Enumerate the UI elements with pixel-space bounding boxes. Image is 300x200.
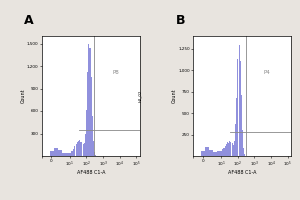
Bar <box>243 148 244 156</box>
Text: H2_02: H2_02 <box>138 90 142 102</box>
Bar <box>226 144 227 156</box>
Bar <box>91 77 92 156</box>
Bar <box>227 142 228 156</box>
X-axis label: AF488 C1-A: AF488 C1-A <box>228 170 256 175</box>
Bar <box>86 110 87 156</box>
Text: P4: P4 <box>264 70 270 74</box>
Bar <box>229 141 230 156</box>
Bar <box>241 95 242 156</box>
Y-axis label: Count: Count <box>172 89 177 103</box>
Bar <box>240 61 241 156</box>
Bar <box>88 44 89 156</box>
Bar <box>81 142 83 156</box>
Bar <box>217 151 221 156</box>
Bar <box>78 141 79 156</box>
Bar <box>222 149 224 156</box>
Bar <box>95 155 96 156</box>
Bar <box>93 141 94 156</box>
Bar <box>50 151 54 156</box>
Bar <box>77 142 78 156</box>
Bar <box>82 144 84 156</box>
Bar <box>206 147 209 156</box>
Bar <box>71 151 72 156</box>
Bar <box>92 116 93 156</box>
Bar <box>238 45 239 156</box>
Bar <box>70 153 71 156</box>
Bar <box>236 98 237 156</box>
Bar <box>242 130 243 156</box>
Y-axis label: Count: Count <box>20 89 26 103</box>
Bar <box>225 146 226 156</box>
Bar <box>84 143 85 156</box>
Bar <box>85 134 86 156</box>
Bar <box>228 143 229 156</box>
Bar <box>202 151 205 156</box>
Text: A: A <box>24 14 34 27</box>
Text: P8: P8 <box>112 70 119 74</box>
Text: B: B <box>176 14 185 27</box>
Bar <box>66 153 70 156</box>
Bar <box>79 140 80 156</box>
Bar <box>221 151 222 156</box>
Bar <box>235 124 236 156</box>
Bar <box>80 142 81 156</box>
Bar <box>230 142 231 156</box>
Bar <box>237 59 238 156</box>
Bar <box>62 153 66 156</box>
Bar <box>58 150 61 156</box>
Bar <box>213 152 217 156</box>
Bar <box>234 141 235 156</box>
Bar <box>94 152 95 156</box>
X-axis label: AF488 C1-A: AF488 C1-A <box>76 170 105 175</box>
Bar <box>72 151 73 156</box>
Bar <box>233 145 234 156</box>
Bar <box>89 48 91 156</box>
Bar <box>74 146 76 156</box>
Bar <box>54 148 58 156</box>
Bar <box>209 150 213 156</box>
Bar <box>87 72 88 156</box>
Bar <box>73 149 74 156</box>
Bar <box>244 154 245 156</box>
